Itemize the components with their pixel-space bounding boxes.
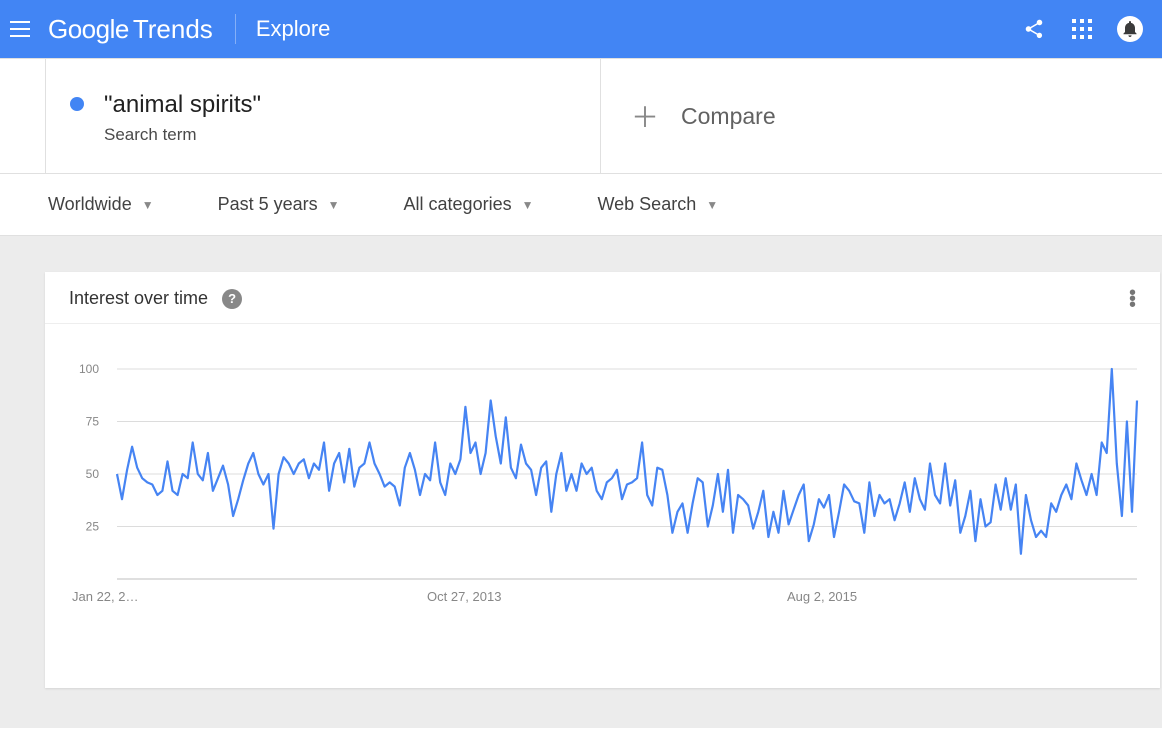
svg-text:Aug 2, 2015: Aug 2, 2015 xyxy=(787,589,857,604)
chevron-down-icon: ▼ xyxy=(142,198,154,212)
chart-card: Interest over time ? ••• 25 50 75 100 Jan 22… xyxy=(45,272,1160,688)
term-color-dot xyxy=(70,97,84,111)
term-text: "animal spirits" xyxy=(104,91,261,119)
svg-text:Jan 22, 2…: Jan 22, 2… xyxy=(72,589,139,604)
app-header: Google Trends Explore xyxy=(0,0,1162,58)
divider xyxy=(235,14,236,44)
chart-title: Interest over time xyxy=(69,288,208,309)
svg-text:Oct 27, 2013: Oct 27, 2013 xyxy=(427,589,501,604)
filters-row: Worldwide ▼ Past 5 years ▼ All categorie… xyxy=(0,174,1162,236)
logo-trends: Trends xyxy=(133,14,213,45)
share-icon[interactable] xyxy=(1010,18,1058,40)
chevron-down-icon: ▼ xyxy=(522,198,534,212)
chevron-down-icon: ▼ xyxy=(328,198,340,212)
help-icon[interactable]: ? xyxy=(222,289,242,309)
apps-icon[interactable] xyxy=(1058,19,1106,39)
svg-text:75: 75 xyxy=(86,415,100,429)
search-terms-row: "animal spirits" Search term ＋ Compare xyxy=(0,58,1162,174)
chart-area: 25 50 75 100 Jan 22, 2… Oct 27, 2013 Aug 2, 20… xyxy=(45,324,1160,658)
page-title: Explore xyxy=(256,16,331,42)
term-type: Search term xyxy=(104,125,261,145)
compare-label: Compare xyxy=(681,103,776,130)
chevron-down-icon: ▼ xyxy=(706,198,718,212)
add-compare-button[interactable]: ＋ Compare xyxy=(601,59,1162,173)
logo[interactable]: Google Trends xyxy=(48,14,213,45)
filter-geo[interactable]: Worldwide ▼ xyxy=(48,194,154,215)
interest-line-chart: 25 50 75 100 Jan 22, 2… Oct 27, 2013 Aug 2, 20… xyxy=(57,364,1147,634)
content-canvas: Interest over time ? ••• 25 50 75 100 Jan 22… xyxy=(0,236,1162,728)
svg-text:25: 25 xyxy=(86,520,100,534)
filter-category[interactable]: All categories ▼ xyxy=(404,194,534,215)
search-term-box[interactable]: "animal spirits" Search term xyxy=(45,59,601,173)
filter-search-type-label: Web Search xyxy=(597,194,696,215)
svg-text:100: 100 xyxy=(79,364,99,376)
plus-icon: ＋ xyxy=(631,96,659,136)
menu-icon[interactable] xyxy=(0,21,40,37)
logo-google: Google xyxy=(48,14,129,45)
filter-time-label: Past 5 years xyxy=(218,194,318,215)
notifications-icon[interactable] xyxy=(1106,15,1154,43)
svg-text:50: 50 xyxy=(86,467,100,481)
filter-geo-label: Worldwide xyxy=(48,194,132,215)
more-vert-icon[interactable]: ••• xyxy=(1129,290,1136,308)
card-header: Interest over time ? ••• xyxy=(45,272,1160,324)
filter-search-type[interactable]: Web Search ▼ xyxy=(597,194,718,215)
filter-category-label: All categories xyxy=(404,194,512,215)
filter-time[interactable]: Past 5 years ▼ xyxy=(218,194,340,215)
